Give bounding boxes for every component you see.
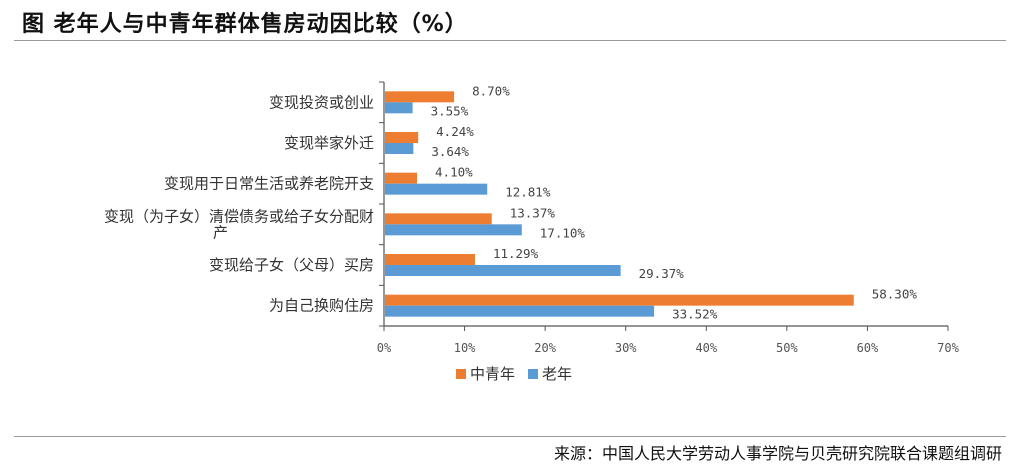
- bar: [385, 294, 854, 306]
- legend-label: 中青年: [470, 365, 515, 383]
- bar: [385, 91, 455, 103]
- x-tick-label: 20%: [534, 341, 556, 355]
- data-label: 11.29%: [493, 246, 539, 261]
- data-labels: 8.70% 4.24% 4.10% 13.37% 11.29% 58.30% 3.55% 3.…: [431, 83, 918, 321]
- bar: [385, 265, 621, 276]
- x-tick-label: 0%: [377, 341, 392, 355]
- x-tick-label: 60%: [857, 341, 879, 355]
- bar: [385, 305, 655, 317]
- bar: [385, 172, 418, 184]
- axes: 0% 10% 20% 30% 40% 50% 60% 70% 变现投资或创业变现举家外迁变现用于…: [104, 81, 960, 355]
- data-label: 12.81%: [505, 185, 551, 200]
- bar: [385, 224, 522, 236]
- x-tick-label: 30%: [615, 341, 637, 355]
- x-tick-label: 40%: [695, 341, 717, 355]
- bar: [385, 102, 413, 114]
- legend-swatch: [456, 369, 466, 379]
- legend-swatch: [528, 369, 538, 379]
- x-tick-label: 70%: [937, 341, 959, 355]
- category-label: 变现投资或创业: [269, 93, 374, 111]
- top-divider: [14, 40, 1006, 41]
- data-label: 3.55%: [431, 103, 469, 118]
- legend-label: 老年: [542, 365, 572, 383]
- category-label: 变现（为子女）清偿债务或给子女分配财产: [104, 207, 374, 241]
- bar: [385, 143, 414, 154]
- data-label: 17.10%: [540, 225, 586, 240]
- data-label: 4.10%: [435, 165, 473, 180]
- legend: 中青年 老年: [456, 365, 572, 383]
- x-tick-label: 50%: [776, 341, 798, 355]
- data-label: 29.37%: [639, 266, 685, 281]
- data-label: 3.64%: [431, 144, 469, 159]
- chart-title: 图 老年人与中青年群体售房动因比较（%）: [22, 12, 468, 37]
- category-label: 变现举家外迁: [284, 134, 374, 152]
- source-note: 来源：中国人民大学劳动人事学院与贝壳研究院联合课题组调研: [553, 444, 1002, 463]
- bar: [385, 183, 488, 195]
- category-label: 变现给子女（父母）买房: [209, 256, 374, 274]
- x-tick-label: 10%: [454, 341, 476, 355]
- data-label: 8.70%: [472, 83, 510, 98]
- category-label: 为自己换购住房: [269, 297, 374, 315]
- data-label: 4.24%: [436, 124, 474, 139]
- bars: [385, 91, 854, 317]
- category-label: 变现用于日常生活或养老院开支: [164, 175, 374, 193]
- data-label: 58.30%: [872, 287, 918, 302]
- bottom-divider: [14, 436, 1006, 437]
- bar: [385, 132, 419, 143]
- bar: [385, 254, 475, 265]
- data-label: 13.37%: [510, 205, 556, 220]
- data-label: 33.52%: [672, 307, 718, 322]
- bar: [385, 213, 492, 225]
